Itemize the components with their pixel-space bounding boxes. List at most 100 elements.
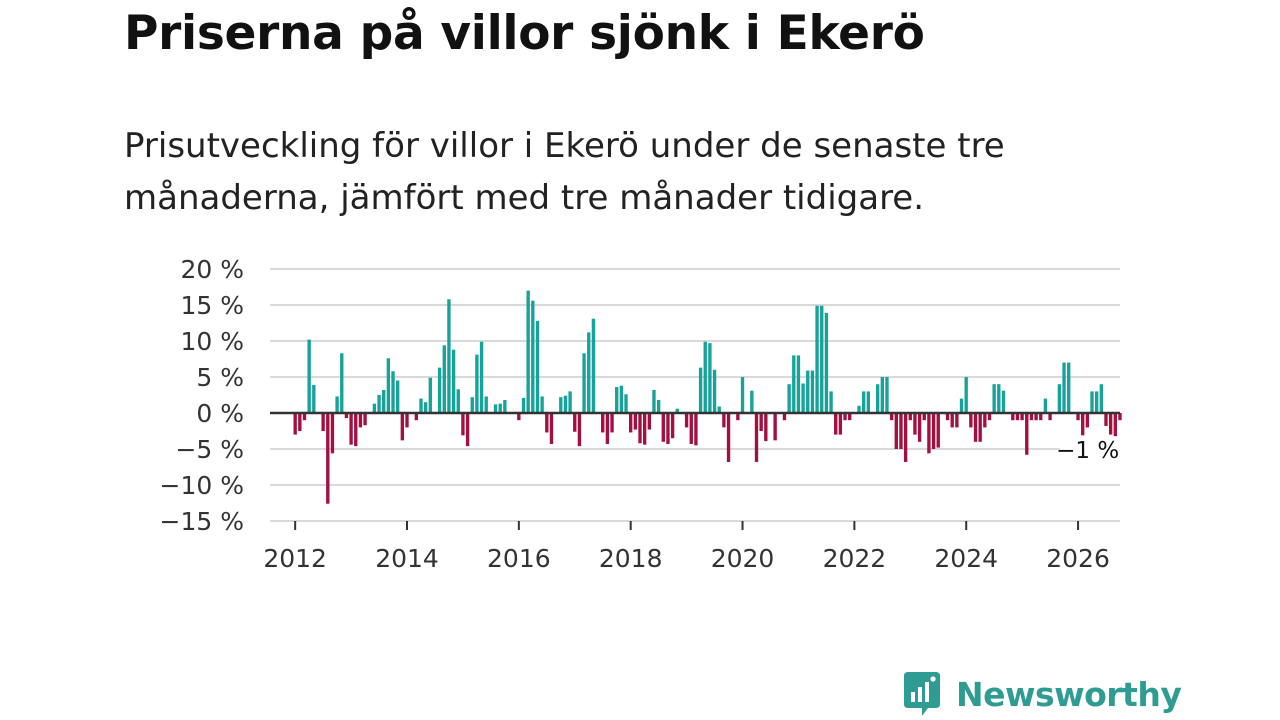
bar [1076, 413, 1080, 421]
bar [559, 397, 563, 413]
bar [983, 413, 987, 428]
bar [857, 405, 861, 413]
bar [848, 413, 852, 421]
bar [1057, 384, 1062, 413]
bar [782, 413, 787, 421]
bar [927, 413, 931, 454]
bar [1043, 398, 1048, 413]
bar [931, 413, 936, 449]
bar [582, 353, 586, 413]
bar [834, 413, 838, 435]
bar [498, 403, 502, 413]
bar [335, 396, 339, 413]
y-tick-label: 20 % [180, 255, 244, 284]
bar [750, 390, 754, 413]
bar [792, 355, 796, 413]
x-axis: 2012 2014 2016 2018 2020 2022 2024 2026 [263, 521, 1110, 573]
bar [1099, 384, 1104, 413]
bar [321, 413, 325, 431]
bar [694, 413, 698, 446]
bar [647, 413, 651, 430]
bar [1085, 413, 1090, 428]
bar [330, 413, 335, 454]
bar [964, 377, 968, 413]
bar [1034, 413, 1038, 421]
bar [372, 403, 377, 413]
bar [293, 413, 297, 435]
bar [642, 413, 647, 445]
bar [1113, 413, 1117, 455]
bar [689, 413, 693, 444]
chart-subtitle: Prisutveckling för villor i Ekerö under … [124, 126, 1005, 218]
annotation-background [1059, 436, 1122, 467]
x-tick-label: 2014 [375, 544, 439, 573]
grid-lines [270, 268, 1120, 522]
bar [573, 413, 577, 432]
bar [437, 367, 442, 413]
x-tick-label: 2016 [487, 544, 551, 573]
bar [1015, 413, 1020, 421]
bar [465, 413, 470, 447]
bar [861, 391, 866, 413]
bar [1067, 362, 1071, 413]
bar [591, 318, 596, 413]
bar [829, 391, 833, 413]
bar [759, 413, 763, 431]
bar [1011, 413, 1015, 421]
bar [1090, 391, 1094, 413]
bar [936, 413, 940, 448]
bar [1020, 413, 1024, 421]
bar [801, 383, 805, 413]
bar [386, 358, 391, 413]
bar [726, 413, 731, 462]
bar [447, 299, 451, 413]
x-tick-label: 2018 [599, 544, 663, 573]
newsworthy-logo: Newsworthy [902, 670, 1182, 718]
bar [875, 384, 880, 413]
bar [493, 404, 498, 413]
bar [1025, 413, 1029, 455]
bar [615, 387, 619, 413]
annotation-label: −1 % [1056, 438, 1119, 464]
bar [354, 413, 358, 447]
y-tick-label: −15 % [160, 507, 244, 536]
bar [1029, 413, 1034, 421]
bar [992, 384, 996, 413]
bar [624, 394, 628, 413]
bar [969, 413, 973, 428]
bar [1039, 413, 1043, 421]
x-tick-label: 2024 [934, 544, 998, 573]
bar [908, 413, 912, 421]
bar [396, 380, 400, 413]
bar [899, 413, 903, 449]
bar [712, 369, 717, 413]
bar [670, 413, 675, 439]
bar [456, 389, 460, 413]
bar [736, 413, 740, 421]
y-tick-label: −5 % [175, 435, 244, 464]
bar [885, 377, 889, 413]
bar [428, 377, 432, 413]
bar [400, 413, 405, 441]
bar [470, 397, 474, 413]
bar [717, 406, 721, 413]
x-tick-label: 2020 [711, 544, 775, 573]
bar [889, 413, 894, 421]
bar [708, 343, 712, 413]
bar [521, 397, 526, 413]
bar [661, 413, 665, 442]
bar [391, 371, 395, 413]
bar [484, 396, 488, 413]
bar [629, 413, 633, 433]
y-tick-label: 5 % [196, 363, 244, 392]
bar [1104, 413, 1108, 426]
bar [838, 413, 843, 435]
bar [810, 370, 815, 413]
bar [298, 413, 302, 431]
bar [1118, 413, 1122, 421]
bar [1048, 413, 1052, 421]
bar [479, 341, 484, 413]
bar [610, 413, 614, 433]
bar [796, 355, 801, 413]
chart-title: Priserna på villor sjönk i Ekerö [124, 6, 925, 61]
